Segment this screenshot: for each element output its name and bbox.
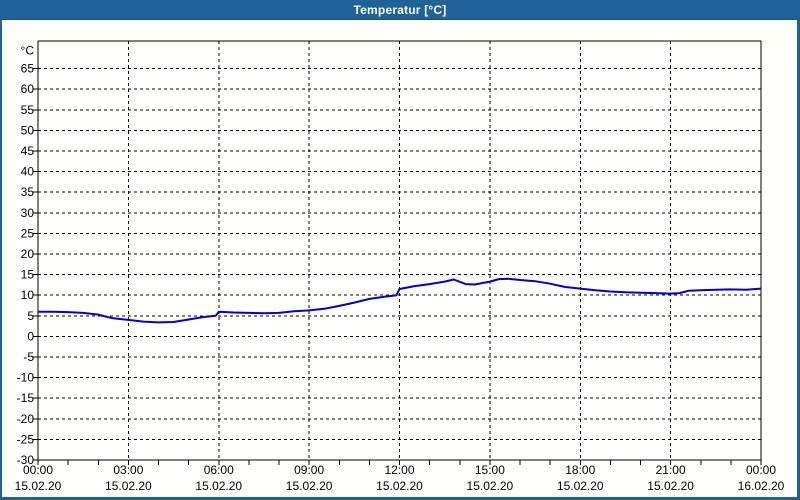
x-tick-time-label: 12:00 [384, 463, 414, 477]
x-tick-date-label: 15.02.20 [647, 479, 694, 493]
y-axis-unit-label: °C [21, 44, 35, 58]
x-tick-time-label: 18:00 [565, 463, 595, 477]
title-bar: Temperatur [°C] [0, 0, 800, 20]
y-tick-label: 20 [21, 247, 35, 261]
x-tick-time-label: 03:00 [113, 463, 143, 477]
x-tick-date-label: 15.02.20 [195, 479, 242, 493]
y-tick-label: -10 [17, 371, 35, 385]
y-tick-label: 60 [21, 82, 35, 96]
y-tick-label: 50 [21, 123, 35, 137]
x-tick-time-label: 00:00 [746, 463, 776, 477]
x-tick-date-label: 16.02.20 [738, 479, 785, 493]
y-tick-label: 35 [21, 185, 35, 199]
x-tick-time-label: 06:00 [204, 463, 234, 477]
y-tick-label: 40 [21, 165, 35, 179]
y-tick-label: -15 [17, 391, 35, 405]
plot-border [37, 40, 762, 461]
y-tick-label: 5 [27, 309, 34, 323]
x-tick-time-label: 09:00 [294, 463, 324, 477]
y-tick-label: 55 [21, 103, 35, 117]
x-tick-time-label: 15:00 [475, 463, 505, 477]
x-tick-date-label: 15.02.20 [557, 479, 604, 493]
x-tick-date-label: 15.02.20 [286, 479, 333, 493]
temperature-chart: 65605550454035302520151050-5-10-15-20-25… [15, 40, 785, 493]
x-tick-time-label: 00:00 [23, 463, 53, 477]
y-tick-label: 25 [21, 226, 35, 240]
x-tick-date-label: 15.02.20 [105, 479, 152, 493]
y-tick-label: 10 [21, 288, 35, 302]
temperature-series-line [38, 277, 762, 324]
x-tick-time-label: 21:00 [656, 463, 686, 477]
x-tick-date-label: 15.02.20 [467, 479, 514, 493]
y-tick-label: -30 [17, 453, 35, 467]
y-tick-label: -5 [23, 350, 34, 364]
y-tick-label: 15 [21, 268, 35, 282]
y-tick-label: 30 [21, 206, 35, 220]
x-tick-date-label: 15.02.20 [15, 479, 62, 493]
y-tick-label: 0 [27, 329, 34, 343]
y-tick-label: -20 [17, 412, 35, 426]
y-tick-label: -25 [17, 432, 35, 446]
chart-area: 65 60 55 50 45 40 35 30 25 20 15 10 5 0 -5 -10 -15 -20 -25… [2, 20, 797, 497]
x-tick-date-label: 15.02.20 [376, 479, 423, 493]
y-tick-label: 45 [21, 144, 35, 158]
y-tick-label: 65 [21, 62, 35, 76]
window-title: Temperatur [°C] [353, 2, 447, 17]
